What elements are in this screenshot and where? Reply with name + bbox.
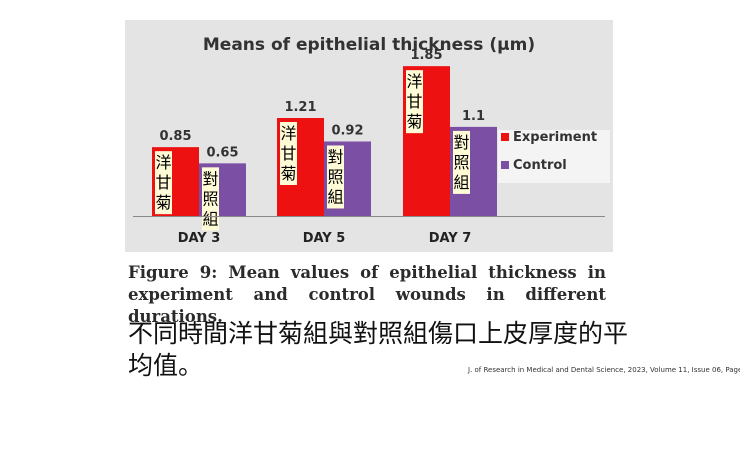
legend-swatch-experiment — [501, 133, 509, 141]
bar-text-label: 洋甘菊 — [280, 124, 296, 183]
bar-text-box — [202, 167, 219, 231]
bar-value-label: 1.1 — [462, 109, 485, 124]
bar-text-label: 對照組 — [327, 147, 343, 206]
bar-text-box — [280, 121, 297, 185]
chart-title: Means of epithelial thickness (μm) — [203, 35, 535, 55]
bar-value-label: 0.65 — [206, 145, 238, 160]
bar-value-label: 1.21 — [284, 100, 316, 115]
bar-text-label: 對照組 — [453, 133, 469, 192]
x-tick-label: DAY 7 — [429, 231, 472, 246]
bar-value-label: 1.85 — [410, 48, 442, 63]
chart-panel: Means of epithelial thickness (μm) 0.85 洋甘… — [125, 20, 613, 252]
bar-text-label: 對照組 — [202, 169, 218, 228]
legend-box — [498, 130, 610, 183]
bar-text-box — [155, 151, 172, 215]
legend-label-control: Control — [513, 158, 567, 173]
bar-text-box — [453, 130, 470, 194]
figure-caption: Figure 9: Mean values of epithelial thic… — [128, 263, 606, 326]
bar-text-box — [406, 70, 423, 134]
legend-swatch-control — [501, 161, 509, 169]
bar-value-label: 0.92 — [331, 123, 363, 138]
legend-label-experiment: Experiment — [513, 130, 597, 145]
source-citation: J. of Research in Medical and Dental Sci… — [468, 366, 740, 374]
chinese-caption: 不同時間洋甘菊組與對照組傷口上皮厚度的平均值。 — [128, 319, 629, 380]
bar-text-label: 洋甘菊 — [406, 72, 422, 131]
x-tick-label: DAY 5 — [303, 231, 346, 246]
bar-chart: Means of epithelial thickness (μm) 0.85 洋甘… — [133, 35, 610, 246]
bar-text-label: 洋甘菊 — [155, 153, 171, 212]
x-tick-label: DAY 3 — [178, 231, 221, 246]
bar-text-box — [327, 145, 344, 209]
bar-value-label: 0.85 — [159, 129, 191, 144]
